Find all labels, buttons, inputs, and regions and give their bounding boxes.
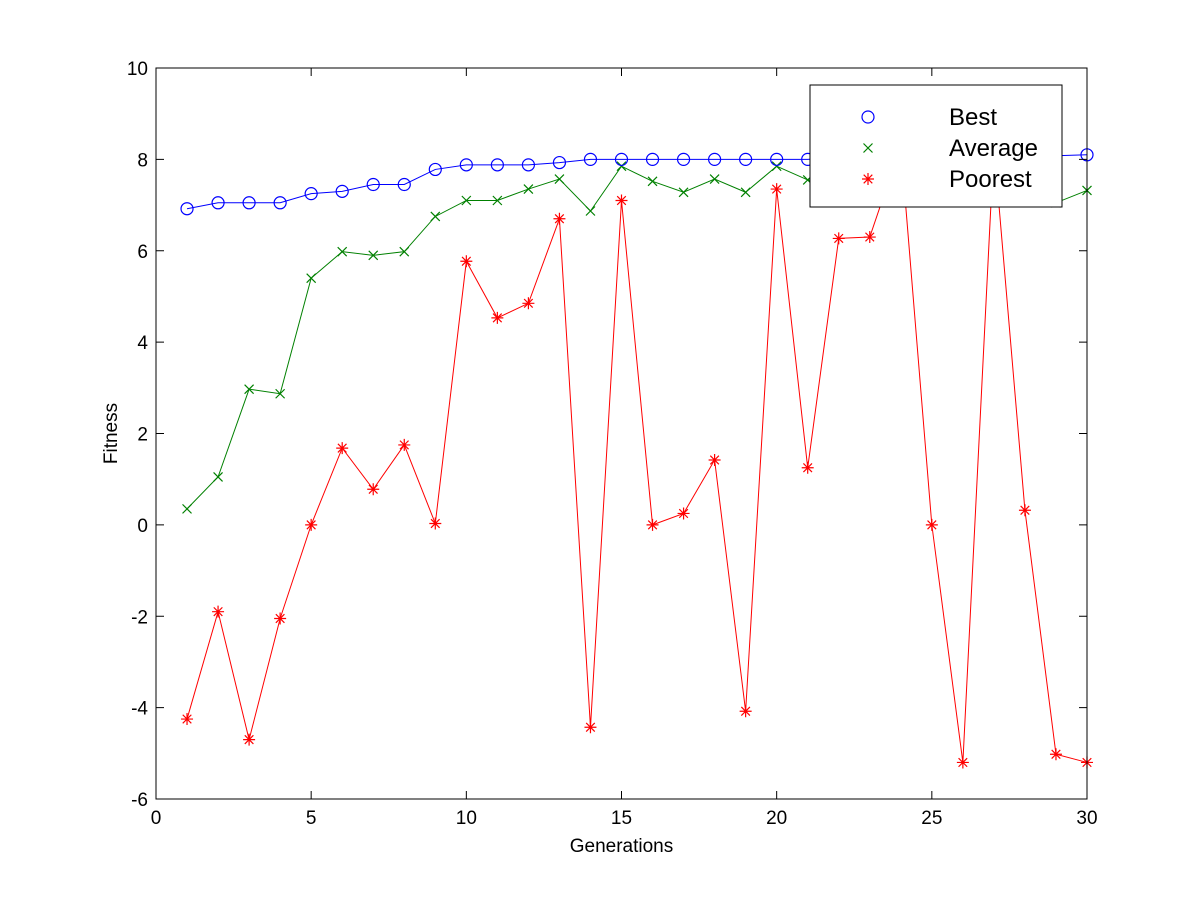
data-point-poorest <box>212 605 225 618</box>
data-point-best <box>304 187 318 201</box>
data-point-average <box>678 187 689 198</box>
y-tick-label: 4 <box>137 333 148 354</box>
x-tick-label: 30 <box>1076 808 1097 829</box>
y-tick-label: 6 <box>137 242 148 263</box>
y-tick-label: 8 <box>137 150 148 171</box>
legend-box <box>809 84 1063 208</box>
data-point-best <box>707 152 722 166</box>
data-point-average <box>585 206 596 216</box>
x-tick-label: 20 <box>766 808 787 829</box>
data-point-poorest <box>181 713 194 726</box>
data-point-best <box>552 155 567 170</box>
data-point-poorest <box>739 705 752 718</box>
data-point-best <box>397 177 411 192</box>
legend-marker-best <box>861 110 875 124</box>
data-point-poorest <box>708 453 721 466</box>
data-point-average <box>554 174 565 184</box>
data-point-poorest <box>770 183 783 196</box>
y-tick-label: -6 <box>131 790 148 811</box>
data-point-best <box>242 196 256 210</box>
data-point-poorest <box>646 518 659 531</box>
data-point-average <box>616 161 627 172</box>
x-tick-label: 25 <box>921 808 942 829</box>
legend-label-average: Average <box>949 135 1038 162</box>
data-point-best <box>335 184 349 198</box>
data-point-best <box>490 158 504 172</box>
data-point-poorest <box>615 194 628 207</box>
data-point-best <box>770 152 784 166</box>
data-point-poorest <box>677 507 690 520</box>
data-point-average <box>647 176 658 187</box>
data-point-average <box>399 246 410 257</box>
y-axis-label: Fitness <box>101 403 122 464</box>
y-tick-label: -2 <box>131 607 148 628</box>
data-point-best <box>211 196 225 210</box>
data-point-average <box>430 211 441 222</box>
data-point-best <box>739 152 753 166</box>
data-point-poorest <box>243 733 256 746</box>
data-point-average <box>244 384 255 395</box>
data-point-best <box>521 158 536 172</box>
data-point-average <box>275 388 286 399</box>
data-point-average <box>182 503 192 514</box>
data-point-poorest <box>367 483 380 496</box>
data-point-poorest <box>522 297 535 310</box>
data-point-best <box>273 196 287 210</box>
data-point-best <box>614 152 629 166</box>
data-point-average <box>213 471 223 482</box>
x-tick-label: 10 <box>456 808 477 829</box>
x-tick-label: 15 <box>611 808 632 829</box>
data-point-best <box>645 152 660 166</box>
y-tick-label: 2 <box>137 425 148 446</box>
legend: Best Average Poorest <box>809 84 1063 208</box>
legend-label-poorest: Poorest <box>949 166 1032 193</box>
x-axis-label: Generations <box>570 836 674 857</box>
data-point-poorest <box>925 518 938 531</box>
data-point-average <box>368 250 379 261</box>
data-point-poorest <box>584 721 597 734</box>
data-point-poorest <box>1049 748 1062 761</box>
data-point-best <box>366 177 380 192</box>
data-point-poorest <box>429 517 442 530</box>
axes: 0 5 10 15 20 25 30 -6 -4 -2 0 2 4 6 8 10 Generations Fitn… <box>101 59 1098 857</box>
data-point-average <box>740 187 751 198</box>
data-point-average <box>337 246 348 257</box>
data-point-poorest <box>491 311 504 324</box>
legend-marker-poorest <box>862 173 874 185</box>
data-point-poorest <box>274 612 287 625</box>
data-point-best <box>428 162 442 177</box>
data-point-average <box>523 184 534 194</box>
data-point-average <box>771 161 782 172</box>
data-point-poorest <box>305 518 318 531</box>
data-point-poorest <box>553 212 566 225</box>
data-point-poorest <box>398 438 411 451</box>
x-tick-label: 5 <box>306 808 317 829</box>
data-point-best <box>583 152 598 166</box>
data-point-average <box>492 195 503 206</box>
data-point-poorest <box>956 756 969 769</box>
data-point-poorest <box>863 231 876 244</box>
data-point-poorest <box>460 255 473 268</box>
legend-marker-average <box>863 143 873 153</box>
data-point-average <box>461 195 472 206</box>
series-line-poorest <box>186 145 1088 763</box>
data-point-best <box>459 158 473 172</box>
data-point-average <box>306 273 317 284</box>
legend-label-best: Best <box>949 104 997 131</box>
y-tick-label: 10 <box>127 59 148 80</box>
data-point-poorest <box>336 442 349 455</box>
data-point-best <box>180 202 194 216</box>
y-tick-label: -4 <box>131 699 148 720</box>
data-point-best <box>676 152 691 166</box>
x-tick-label: 0 <box>151 808 162 829</box>
data-point-average <box>709 174 720 184</box>
data-point-poorest <box>832 232 845 245</box>
y-tick-label: 0 <box>137 516 148 537</box>
data-point-poorest <box>801 461 814 474</box>
data-point-poorest <box>1018 504 1031 517</box>
